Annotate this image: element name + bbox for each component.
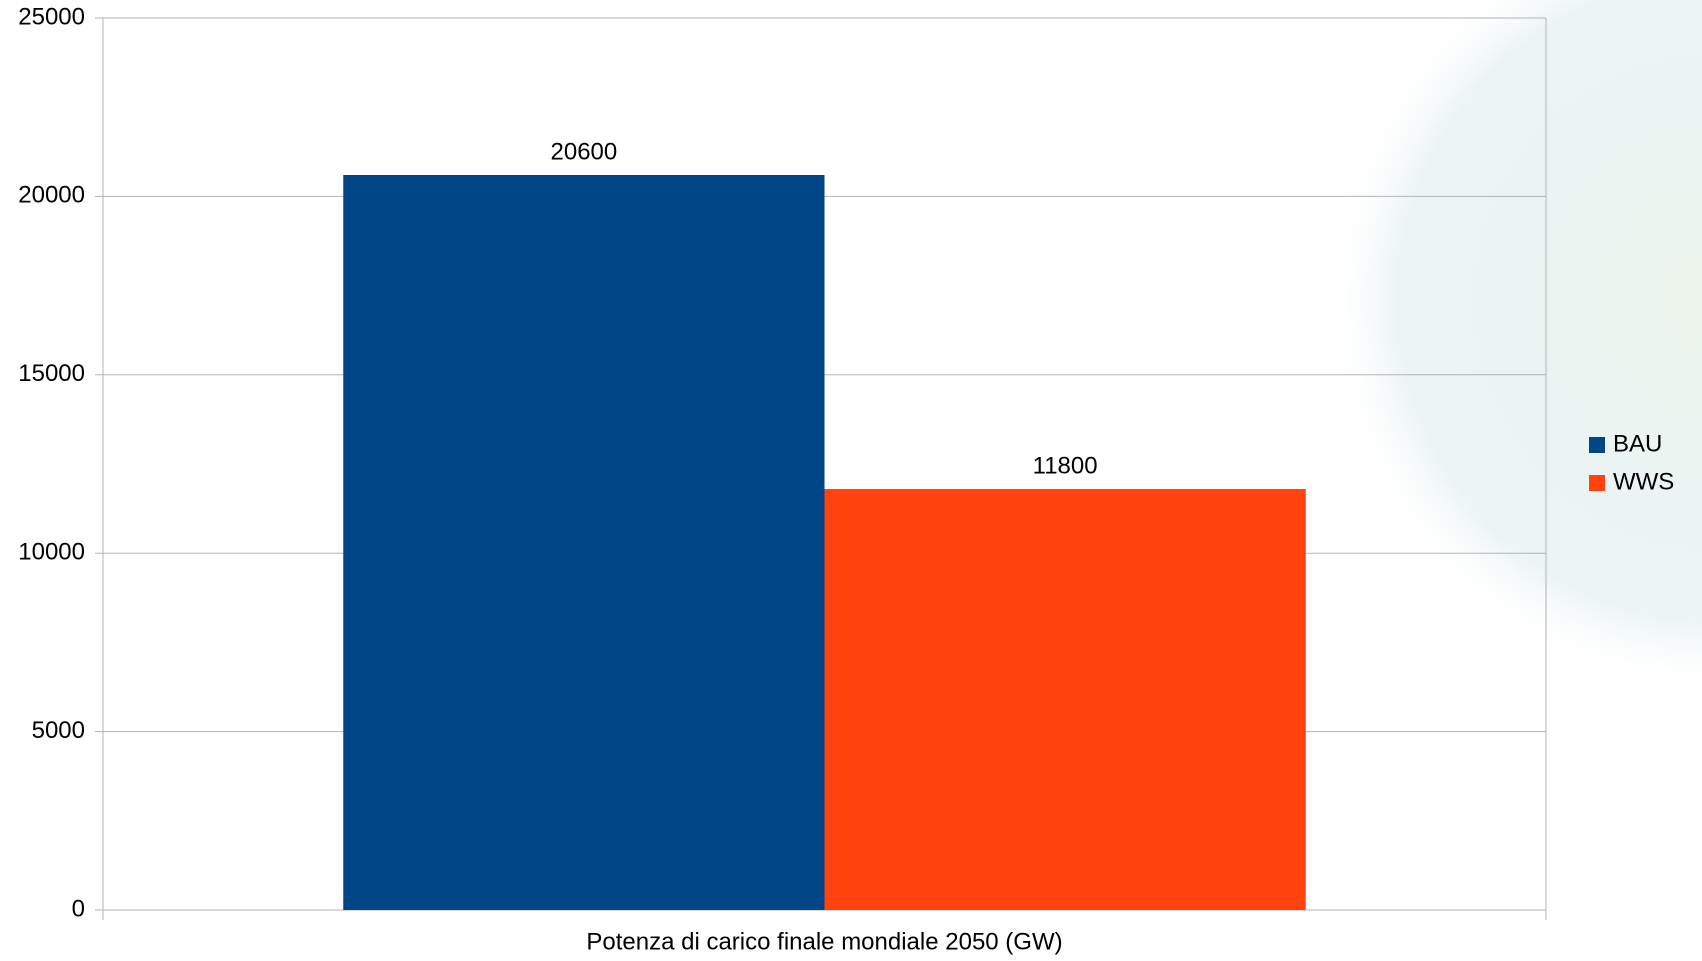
- y-tick-label: 0: [72, 895, 85, 922]
- y-tick-label: 15000: [18, 360, 85, 387]
- legend-swatch: [1589, 437, 1605, 453]
- y-tick-label: 20000: [18, 182, 85, 209]
- legend-swatch: [1589, 475, 1605, 491]
- background-decoration: [1320, 0, 1702, 700]
- y-tick-label: 25000: [18, 3, 85, 30]
- x-tick-label: Potenza di carico finale mondiale 2050 (…: [586, 928, 1062, 955]
- legend-label: WWS: [1613, 468, 1674, 495]
- legend-label: BAU: [1613, 430, 1662, 457]
- y-tick-label: 10000: [18, 539, 85, 566]
- bar: [824, 488, 1306, 910]
- bar: [343, 174, 825, 910]
- data-label: 11800: [1033, 452, 1098, 479]
- y-tick-label: 5000: [32, 717, 85, 744]
- data-label: 20600: [551, 138, 618, 165]
